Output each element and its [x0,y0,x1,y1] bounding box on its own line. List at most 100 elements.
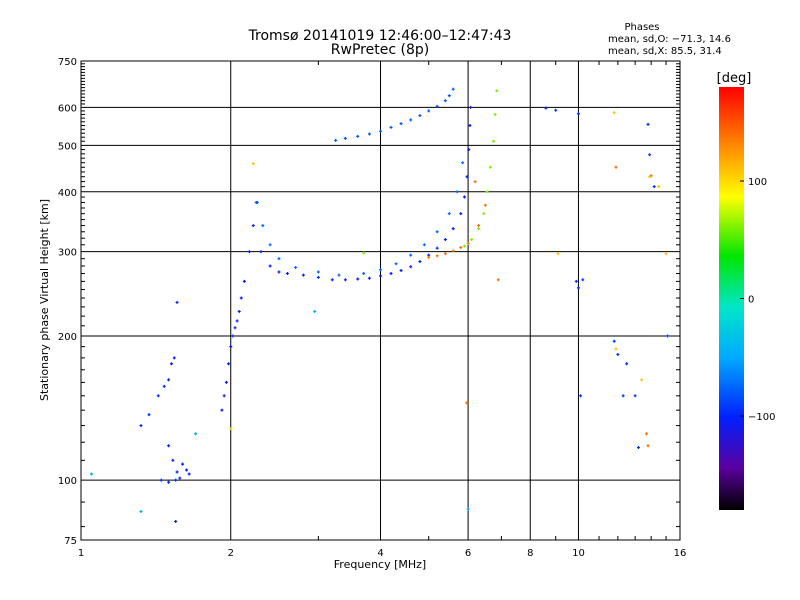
data-point [455,190,459,194]
data-point [174,519,178,523]
data-point [229,427,233,431]
plot-frame [80,60,681,541]
data-point [379,274,382,278]
data-point [465,175,469,179]
data-point [159,478,163,482]
data-point [576,112,580,116]
data-point [237,309,241,313]
data-point [235,319,239,323]
data-point [459,245,463,249]
data-point [648,153,652,157]
data-point [435,246,439,250]
data-point [399,122,403,126]
data-point [242,279,246,283]
data-point [229,345,233,349]
stats-line-o: mean, sd,O: −71.3, 14.6 [608,34,731,45]
data-point [259,250,263,254]
data-point [466,241,470,245]
data-point [422,243,426,247]
data-point [90,472,94,476]
data-point [175,300,179,304]
data-point [187,472,191,476]
data-point [482,212,486,216]
stats-heading: Phases [624,22,659,33]
data-point [451,227,455,231]
data-point [579,394,583,398]
y-tick-label: 600 [58,103,77,114]
x-tick-label: 4 [377,548,383,559]
data-point [251,162,255,166]
data-point [139,510,143,514]
data-point [614,347,618,351]
data-point [664,252,668,256]
data-point [367,276,371,280]
data-point [443,237,447,241]
data-point [447,212,451,216]
data-point [261,224,265,228]
data-point [156,394,160,398]
y-tick-label: 300 [58,248,77,259]
data-point [356,134,360,138]
data-point [222,394,226,398]
stats-line-x: mean, sd,X: 85.5, 31.4 [608,46,722,57]
data-point [470,237,474,241]
data-point [172,356,176,360]
data-point [247,250,251,254]
data-point [343,278,347,282]
data-point [268,264,272,268]
data-point [277,257,281,261]
data-point [467,148,471,152]
x-axis-ticks: 1 2 4 6 8 10 16 [78,61,687,559]
x-tick-label: 16 [674,548,687,559]
data-point [171,458,175,462]
data-point [418,114,422,118]
data-point [488,165,492,169]
chart-subtitle: RwPretec (8p) [331,42,429,58]
data-point [574,279,578,283]
data-points [90,87,669,523]
data-point [459,212,463,216]
data-point [356,277,360,281]
data-point [646,444,650,448]
colorbar-tick-label: 0 [748,295,754,306]
data-point [462,195,466,199]
data-point [139,424,143,428]
data-point [636,445,640,449]
data-point [337,273,341,277]
data-point [418,260,422,264]
data-point [227,362,231,366]
data-point [435,230,439,234]
data-point [451,87,455,91]
y-tick-label: 100 [58,476,77,487]
x-tick-label: 10 [572,548,585,559]
data-point [178,476,182,480]
data-point [167,378,171,382]
data-point [409,253,413,257]
data-point [334,138,338,142]
data-point [181,462,185,466]
colorbar-label: [deg] [717,71,752,86]
data-point [443,252,447,256]
data-point [492,139,496,143]
data-point [466,507,470,511]
data-point [169,362,173,366]
data-point [379,129,382,133]
data-point [389,125,393,129]
data-point [468,124,472,128]
x-tick-label: 1 [78,548,84,559]
data-point [379,268,382,272]
data-point [399,268,403,272]
data-point [554,108,558,112]
data-point [409,118,413,122]
data-point [435,254,439,258]
data-point [285,272,289,276]
data-point [194,432,198,436]
data-point [175,470,179,474]
data-point [616,352,620,356]
data-point [301,273,305,277]
y-tick-label: 400 [58,188,77,199]
data-point [657,185,661,189]
data-point [462,244,466,248]
data-point [427,109,431,113]
